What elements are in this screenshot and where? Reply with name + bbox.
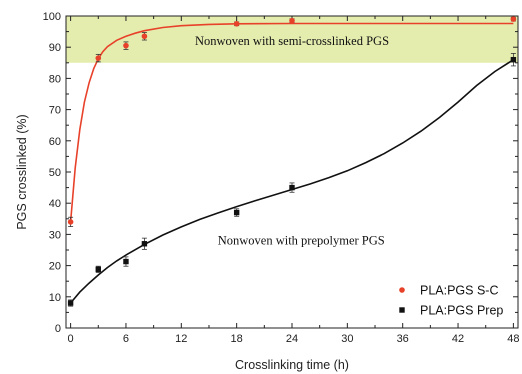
circle-marker	[141, 33, 148, 40]
circle-marker	[123, 42, 129, 49]
annotations: Nonwoven with semi-crosslinked PGS Nonwov…	[195, 34, 389, 248]
legend-label: PLA:PGS Prep	[420, 304, 503, 318]
y-tick-label: 50	[49, 167, 61, 179]
square-marker	[510, 56, 517, 63]
circle-marker	[95, 55, 102, 61]
data-point-series-1	[95, 265, 101, 273]
data-point-series-1	[289, 182, 295, 193]
circle-marker	[510, 16, 517, 22]
axes: 0 6 12 18 24 30 36 42 48 0 10 20 30 40 50 60 70 80 90 100	[43, 11, 520, 345]
x-tick-label: 30	[341, 333, 353, 345]
data-point-series-0	[141, 32, 148, 41]
data-point-series-0	[123, 41, 129, 50]
y-tick-label: 80	[49, 73, 61, 85]
fit-lines	[69, 22, 514, 304]
y-tick-label: 100	[43, 11, 61, 23]
circle-marker	[67, 219, 74, 225]
x-tick-label: 12	[175, 333, 187, 345]
y-tick-label: 40	[49, 198, 61, 210]
fit-line-series-1	[69, 59, 514, 304]
data-points	[67, 16, 517, 307]
annotation-0: Nonwoven with semi-crosslinked PGS	[195, 34, 389, 48]
circle-marker	[233, 21, 240, 27]
legend: PLA:PGS S-C PLA:PGS Prep	[399, 284, 503, 318]
data-point-series-1	[233, 208, 240, 217]
legend-marker-square	[399, 307, 405, 313]
x-axis-title: Crosslinking time (h)	[235, 358, 349, 372]
x-tick-label: 36	[397, 333, 409, 345]
data-point-series-1	[67, 299, 74, 307]
data-point-series-0	[289, 17, 295, 24]
data-point-series-1	[510, 53, 517, 67]
x-tick-label: 0	[68, 333, 74, 345]
fit-line-series-0	[69, 22, 514, 222]
data-point-series-0	[67, 216, 74, 228]
x-tick-label: 6	[123, 333, 129, 345]
data-point-series-1	[141, 237, 148, 250]
y-tick-label: 10	[49, 292, 61, 304]
y-tick-label: 0	[55, 323, 61, 335]
y-tick-label: 70	[49, 105, 61, 117]
square-marker	[233, 209, 240, 216]
y-tick-label: 30	[49, 229, 61, 241]
y-tick-label: 60	[49, 136, 61, 148]
data-point-series-0	[233, 21, 240, 27]
legend-label: PLA:PGS S-C	[420, 284, 499, 298]
legend-marker-circle	[399, 287, 405, 293]
data-point-series-0	[510, 16, 517, 22]
circle-marker	[289, 17, 295, 24]
y-axis-title: PGS crosslinked (%)	[15, 114, 29, 229]
square-marker	[289, 184, 295, 191]
data-point-series-0	[95, 53, 102, 63]
x-tick-label: 18	[231, 333, 243, 345]
x-tick-label: 24	[286, 333, 298, 345]
x-tick-label: 42	[452, 333, 464, 345]
square-marker	[141, 241, 148, 247]
square-marker	[67, 300, 74, 306]
y-tick-label: 20	[49, 261, 61, 273]
y-tick-label: 90	[49, 42, 61, 54]
x-tick-label: 48	[507, 333, 519, 345]
data-point-series-1	[123, 256, 129, 267]
square-marker	[123, 258, 129, 265]
square-marker	[95, 266, 101, 273]
annotation-1: Nonwoven with prepolymer PGS	[218, 234, 385, 248]
